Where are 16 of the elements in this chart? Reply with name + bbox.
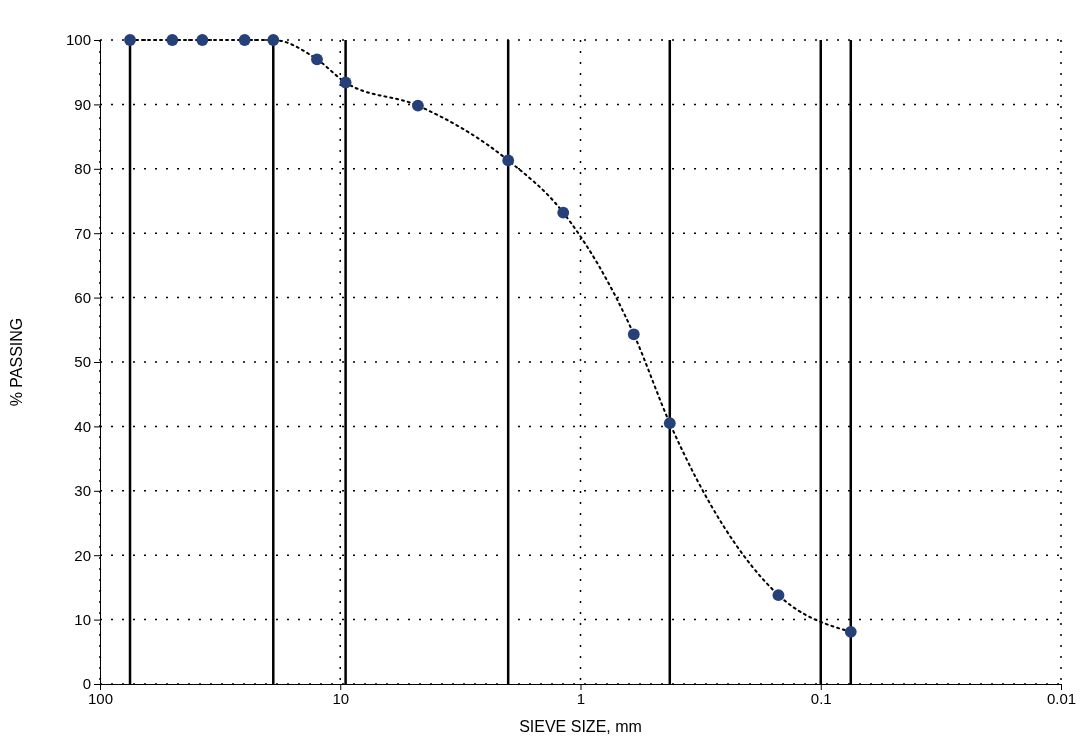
y-tick-label: 50 (74, 353, 91, 371)
y-tick-label: 70 (74, 224, 91, 242)
y-tick-label: 100 (65, 31, 91, 49)
y-tick-label: 90 (74, 95, 91, 113)
x-tick-label: 0.01 (1046, 689, 1077, 707)
y-tick-label: 60 (74, 288, 91, 306)
y-tick-label: 40 (74, 417, 91, 435)
x-tick-label: 0.1 (810, 689, 832, 707)
x-tick-label: 1 (576, 689, 586, 707)
y-axis-title: % PASSING (8, 317, 25, 407)
x-tick-label: 10 (332, 689, 350, 707)
y-tick-label: 30 (74, 482, 91, 500)
y-tick-label: 80 (74, 160, 91, 178)
y-tick-label: 20 (74, 546, 91, 564)
x-axis-title: SIEVE SIZE, mm (519, 718, 642, 735)
y-tick-label: 10 (74, 610, 91, 628)
